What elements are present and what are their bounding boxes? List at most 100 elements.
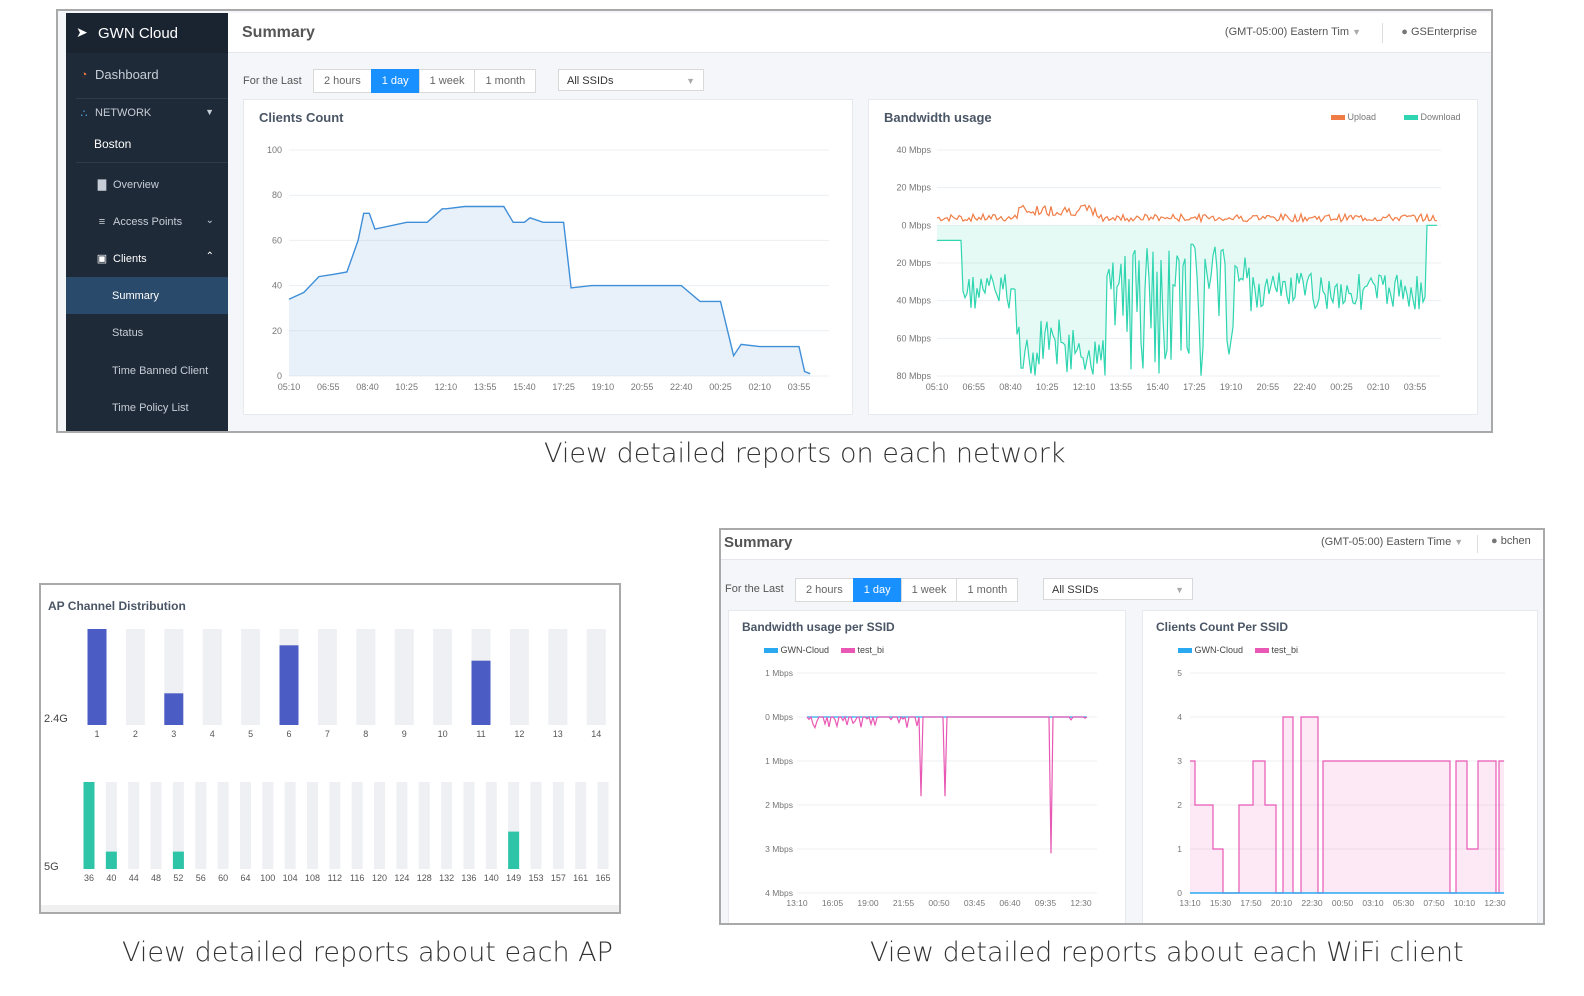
chart-title: AP Channel Distribution [48, 599, 186, 613]
channel-track [463, 782, 475, 869]
network-icon: ∴ [80, 107, 88, 120]
x-tick-label: 20:10 [1271, 898, 1293, 908]
legend-test-bi[interactable]: test_bi [841, 645, 884, 655]
range-1-week-button[interactable]: 1 week [900, 578, 958, 602]
upload-swatch [1331, 115, 1345, 121]
sidebar-item-time-banned-client[interactable]: Time Banned Client [66, 352, 228, 389]
x-tick-label: 13:55 [1110, 382, 1133, 392]
y-tick-label: 3 [1177, 756, 1182, 766]
range-1-day-button[interactable]: 1 day [852, 578, 902, 602]
y-tick-label: 4 Mbps [765, 888, 793, 898]
user-menu[interactable]: ● bchen [1491, 535, 1531, 547]
timezone-select[interactable]: (GMT-05:00) Eastern Tim ▼ [1225, 26, 1361, 38]
channel-label: 36 [84, 873, 94, 883]
y-tick-label: 3 Mbps [765, 844, 793, 854]
range-2-hours-button[interactable]: 2 hours [795, 578, 854, 602]
x-tick-label: 13:10 [786, 898, 808, 908]
sidebar-item-label: Clients [113, 252, 147, 265]
user-menu[interactable]: ● GSEnterprise [1401, 26, 1477, 38]
top-bar: Summary (GMT-05:00) Eastern Time ▼ ● bch… [721, 530, 1543, 560]
timezone-select[interactable]: (GMT-05:00) Eastern Time ▼ [1321, 536, 1463, 548]
legend-gwn-cloud[interactable]: GWN-Cloud [764, 645, 829, 655]
clients-count-chart: 100 80 60 40 20 005:10 06:55 08:40 10:25 12:10 13:… [267, 145, 829, 392]
channel-track [217, 782, 229, 869]
chart-title: Clients Count [259, 110, 344, 125]
divider [76, 98, 228, 99]
upload-line [936, 204, 1438, 224]
sidebar-item-summary[interactable]: Summary [66, 277, 228, 314]
channel-label: 161 [573, 873, 588, 883]
x-tick-label: 20:55 [1257, 382, 1280, 392]
timezone-label: (GMT-05:00) Eastern Time [1321, 536, 1452, 548]
filter-label: For the Last [243, 75, 302, 87]
y-tick-label: 2 [1177, 800, 1182, 810]
legend-test-bi[interactable]: test_bi [1255, 645, 1298, 655]
channel-label: 8 [363, 729, 368, 739]
network-name[interactable]: Boston [94, 137, 132, 151]
x-tick-label: 07:50 [1423, 898, 1445, 908]
channel-label: 5 [248, 729, 253, 739]
range-2-hours-button[interactable]: 2 hours [313, 69, 372, 93]
channel-bar-24g [279, 645, 299, 725]
sidebar-item-dashboard[interactable]: ◔ Dashboard [66, 56, 228, 93]
channel-track [530, 782, 542, 869]
x-tick-label: 03:45 [964, 898, 986, 908]
main-content: Summary (GMT-05:00) Eastern Tim ▼ ● GSEn… [228, 13, 1491, 431]
sidebar-item-status[interactable]: Status [66, 314, 228, 351]
x-tick-label: 12:10 [435, 382, 458, 392]
x-tick-label: 03:55 [788, 382, 811, 392]
sidebar-item-time-policy-list[interactable]: Time Policy List [66, 389, 228, 426]
access-point-icon: ≡ [98, 215, 106, 228]
sidebar-item-network[interactable]: ∴ NETWORK ▼ [66, 99, 228, 127]
ssid-select[interactable]: All SSIDs ▼ [558, 69, 704, 91]
x-tick-label: 19:10 [592, 382, 615, 392]
y-tick-label: 80 Mbps [896, 371, 931, 381]
caret-down-icon: ▼ [1352, 27, 1361, 37]
sidebar-item-access-points[interactable]: ≡ Access Points ⌄ [66, 203, 228, 240]
user-icon: ● [1401, 26, 1408, 38]
download-area [937, 225, 1437, 376]
caption-network: View detailed reports on each network [544, 438, 1066, 469]
chevron-down-icon: ⌄ [205, 215, 214, 226]
legend-gwn-cloud[interactable]: GWN-Cloud [1178, 645, 1243, 655]
range-1-day-button[interactable]: 1 day [370, 69, 420, 93]
channel-label: 3 [171, 729, 176, 739]
channel-bar-5g [172, 851, 184, 869]
channel-track [284, 782, 296, 869]
channel-label: 6 [286, 729, 291, 739]
channel-label: 116 [350, 873, 364, 883]
y-tick-label: 0 Mbps [765, 712, 793, 722]
brand[interactable]: ➤ GWN Cloud [66, 13, 228, 53]
x-tick-label: 12:30 [1070, 898, 1092, 908]
channel-track [548, 629, 568, 725]
channel-label: 11 [476, 729, 485, 739]
sidebar-item-clients[interactable]: ▣ Clients ⌃ [66, 240, 228, 277]
channel-label: 153 [528, 873, 543, 883]
x-tick-label: 00:25 [709, 382, 732, 392]
time-range-group: 2 hours 1 day 1 week 1 month [313, 69, 537, 93]
y-tick-label: 20 Mbps [896, 258, 931, 268]
gauge-icon: ◔ [80, 68, 88, 81]
sidebar-item-label: Dashboard [95, 67, 159, 82]
sidebar-item-overview[interactable]: ▇ Overview [66, 166, 228, 203]
x-tick-label: 05:10 [926, 382, 949, 392]
legend-download[interactable]: Download [1404, 112, 1461, 122]
range-1-month-button[interactable]: 1 month [474, 69, 537, 93]
channel-track [239, 782, 251, 869]
band-label-5g: 5G [44, 861, 59, 873]
x-tick-label: 15:40 [513, 382, 536, 392]
channel-label: 124 [394, 873, 409, 883]
legend-upload[interactable]: Upload [1331, 112, 1376, 122]
channel-track [241, 629, 261, 725]
x-tick-label: 08:40 [356, 382, 379, 392]
x-tick-label: 15:40 [1146, 382, 1169, 392]
x-tick-label: 00:50 [1332, 898, 1354, 908]
ssid-select[interactable]: All SSIDs ▼ [1043, 578, 1193, 600]
caret-down-icon: ▼ [1175, 585, 1184, 595]
scrollbar[interactable] [41, 905, 619, 912]
x-tick-label: 10:25 [1036, 382, 1059, 392]
range-1-month-button[interactable]: 1 month [956, 578, 1019, 602]
user-name: GSEnterprise [1410, 26, 1477, 38]
range-1-week-button[interactable]: 1 week [418, 69, 476, 93]
